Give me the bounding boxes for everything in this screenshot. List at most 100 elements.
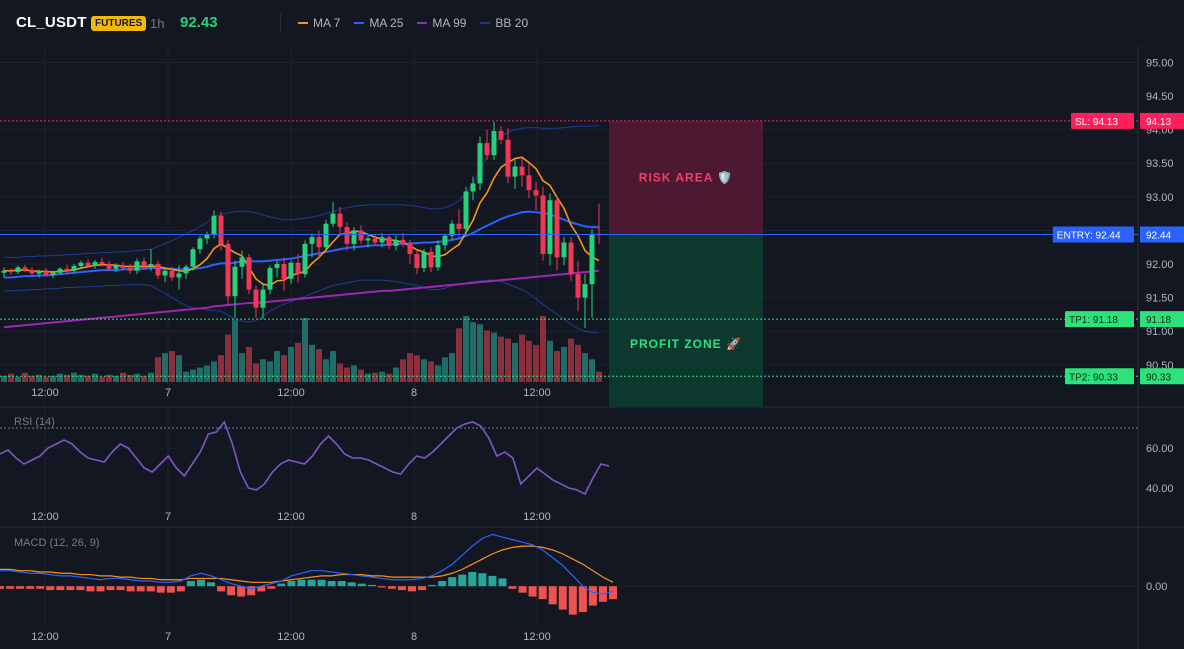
candle-body — [561, 242, 567, 258]
volume-bar — [8, 373, 14, 382]
candle-body — [470, 183, 476, 192]
macd-histogram-bar — [448, 577, 457, 587]
macd-line — [0, 533, 614, 595]
interval-selector[interactable]: 1h — [150, 16, 165, 31]
candle-body — [127, 268, 133, 271]
volume-bar — [106, 374, 112, 382]
candle-body — [246, 257, 252, 290]
candle-body — [351, 230, 357, 244]
futures-badge: FUTURES — [91, 16, 147, 31]
sl-axis-label: 94.13 — [1146, 117, 1171, 128]
candle-body — [120, 265, 126, 269]
macd-histogram-bar — [468, 571, 477, 587]
macd-histogram-bar — [528, 586, 537, 597]
ma99-line — [3, 269, 600, 329]
macd-histogram-bar — [317, 579, 326, 587]
candle-body — [337, 213, 343, 228]
volume-bar — [36, 374, 42, 382]
macd-histogram-bar — [548, 586, 557, 605]
candle-body — [393, 239, 399, 246]
candle-body — [239, 257, 245, 267]
bb-lower-line — [4, 279, 599, 334]
volume-bar — [491, 332, 497, 382]
rsi-pane-label: RSI (14) — [14, 416, 55, 428]
macd-histogram-bar — [397, 586, 406, 591]
macd-histogram-bar — [568, 586, 577, 615]
candle-body — [57, 268, 63, 273]
macd-histogram-bar — [0, 586, 4, 589]
volume-bar — [274, 351, 280, 382]
macd-histogram-bar — [116, 586, 125, 591]
macd-histogram-bar — [36, 586, 45, 589]
macd-histogram-bar — [458, 574, 467, 587]
macd-histogram-bar — [207, 582, 216, 587]
candle-body — [211, 215, 217, 235]
candle-body — [92, 262, 98, 267]
time-tick-label: 7 — [165, 511, 171, 523]
volume-bar — [505, 338, 511, 382]
macd-histogram-bar — [337, 581, 346, 587]
macd-histogram-bar — [488, 575, 497, 587]
volume-bar — [561, 346, 567, 382]
candle-body — [190, 249, 196, 267]
candle-body — [141, 261, 147, 267]
volume-bar — [470, 322, 476, 382]
volume-bar — [575, 344, 581, 382]
legend-item[interactable]: BB 20 — [480, 16, 528, 30]
price-tick-label: 93.00 — [1146, 192, 1174, 204]
volume-bar — [547, 340, 553, 382]
candle-body — [50, 272, 56, 275]
candle-body — [582, 284, 588, 298]
chart-header: CL_USDT FUTURES 1h 92.43 MA 7 MA 25 MA 99 B… — [0, 0, 1184, 46]
candle-body — [183, 266, 189, 274]
volume-bar — [29, 375, 35, 382]
symbol-name[interactable]: CL_USDT — [16, 14, 87, 31]
candle-body — [323, 223, 329, 248]
candle-body — [232, 266, 238, 297]
legend-item[interactable]: MA 99 — [417, 16, 466, 30]
volume-bar — [449, 353, 455, 382]
candle-body — [267, 268, 273, 290]
macd-histogram-bar — [518, 586, 527, 593]
candle-body — [547, 200, 553, 254]
macd-histogram-bar — [357, 583, 366, 587]
macd-histogram-bar — [418, 586, 427, 591]
sl-tag-label: SL: 94.13 — [1075, 117, 1118, 128]
volume-bar — [428, 361, 434, 382]
volume-bar — [386, 373, 392, 382]
candle-body — [372, 238, 378, 243]
volume-bar — [253, 363, 259, 382]
candle-body — [400, 239, 406, 244]
candle-body — [197, 238, 203, 250]
candle-body — [414, 253, 420, 269]
candle-body — [316, 237, 322, 248]
time-tick-label: 8 — [411, 387, 417, 399]
macd-histogram-bar — [106, 586, 115, 591]
volume-bar — [316, 349, 322, 382]
volume-bar — [526, 340, 532, 382]
volume-bar — [260, 359, 266, 382]
legend-swatch — [480, 22, 491, 24]
volume-bar — [435, 365, 441, 382]
tp1-axis-tag — [1140, 311, 1184, 328]
legend-label: BB 20 — [495, 16, 529, 30]
time-tick-label: 12:00 — [31, 631, 59, 643]
tp1-tag — [1065, 311, 1134, 328]
macd-histogram-bar — [217, 586, 226, 592]
volume-bar — [372, 372, 378, 382]
candle-body — [344, 227, 350, 244]
volume-bar — [15, 376, 21, 382]
tp1-tag-label: TP1: 91.18 — [1069, 315, 1118, 326]
macd-histogram-bar — [247, 586, 256, 596]
legend-item[interactable]: MA 7 — [298, 16, 340, 30]
macd-histogram-bar — [46, 586, 55, 591]
rsi-tick-label: 40.00 — [1146, 483, 1174, 495]
candle-body — [330, 213, 336, 224]
candle-body — [155, 264, 161, 276]
macd-histogram-bar — [56, 586, 65, 591]
legend-item[interactable]: MA 25 — [354, 16, 403, 30]
candle-body — [540, 195, 546, 254]
candle-body — [253, 289, 259, 308]
volume-bar — [463, 316, 469, 382]
